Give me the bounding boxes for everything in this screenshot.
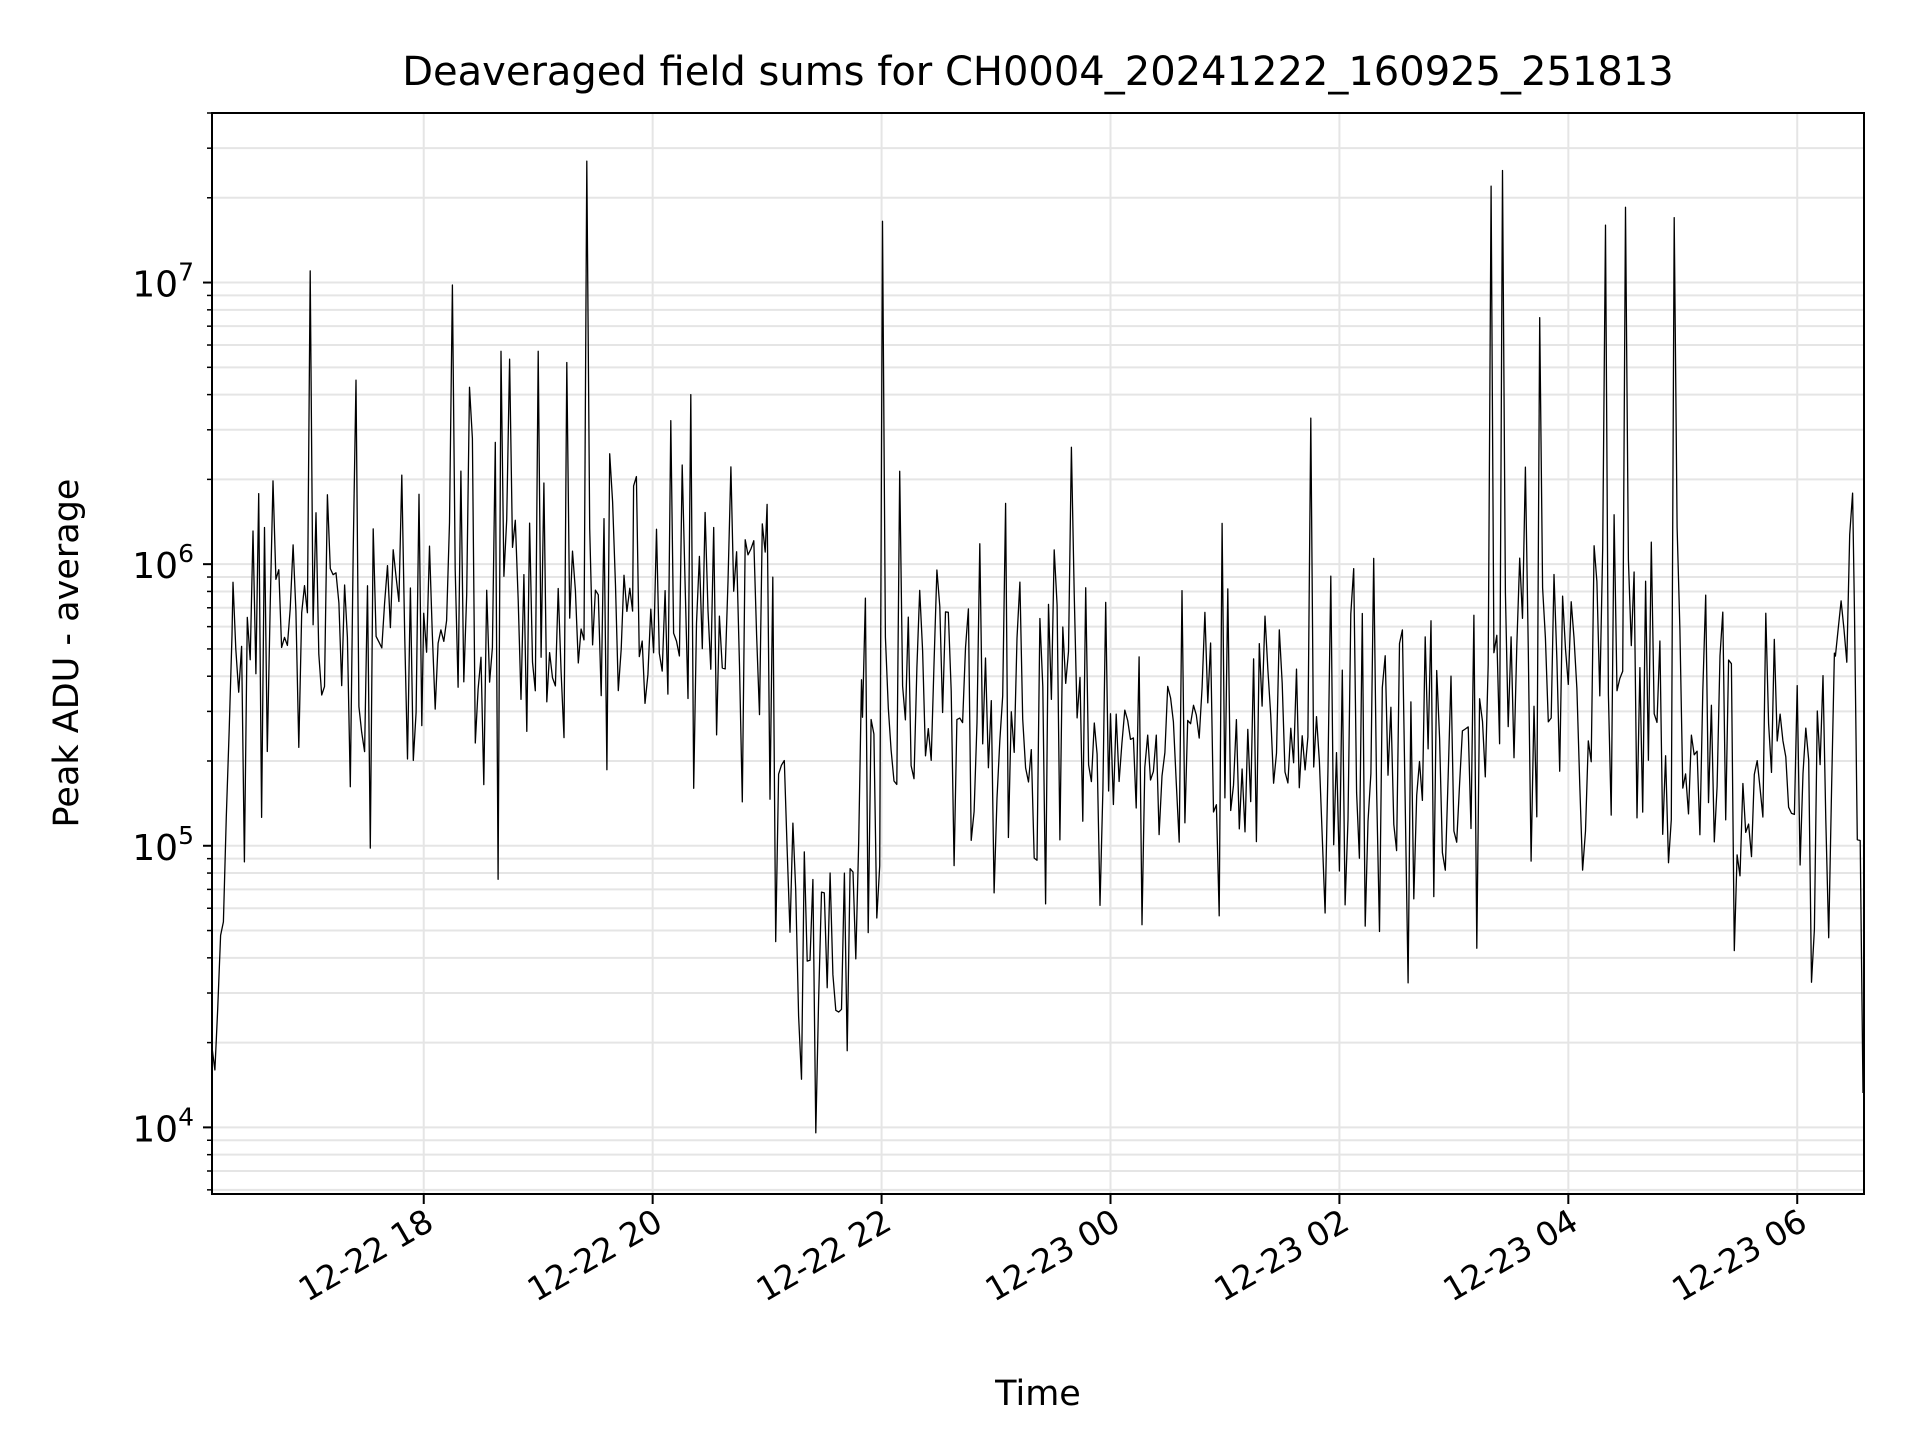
series-line [211,160,1864,1134]
chart-title: Deaveraged field sums for CH0004_2024122… [402,49,1674,95]
y-axis-label: Peak ADU - average [47,479,87,828]
y-tick-label: 104 [132,1102,194,1150]
y-tick-label: 107 [132,258,194,306]
plot-frame [211,112,1865,1195]
y-tick-label: 106 [132,539,194,587]
grid [212,112,1864,1194]
y-tick-label: 105 [132,821,194,869]
y-axis: 104 105 106 107 [132,112,212,1191]
series [211,160,1864,1134]
x-axis-label: Time [994,1374,1081,1414]
